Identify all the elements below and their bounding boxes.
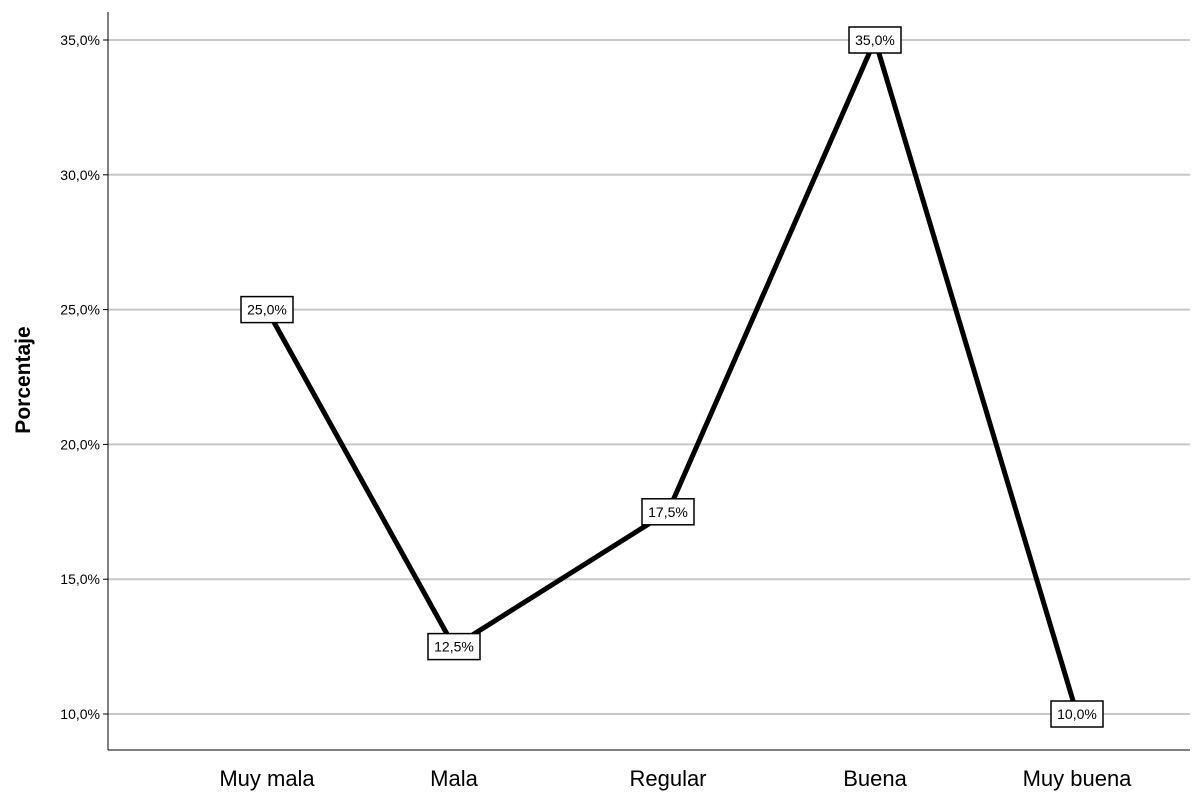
x-category-label: Regular	[629, 766, 706, 791]
data-label-text: 10,0%	[1057, 706, 1097, 722]
data-label: 35,0%	[848, 26, 902, 54]
data-label-text: 17,5%	[648, 504, 688, 520]
x-category-labels: Muy mala Mala Regular Buena Muy buena	[219, 766, 1132, 791]
axes	[107, 12, 1190, 751]
data-label-text: 25,0%	[247, 302, 287, 318]
data-label-box	[1050, 700, 1104, 728]
data-labels: 25,0% 12,5% 17,5% 35,0% 10,0%	[240, 26, 1104, 728]
data-label: 25,0%	[240, 295, 294, 324]
data-label-box	[427, 632, 481, 661]
data-label: 17,5%	[641, 498, 695, 526]
data-label: 12,5%	[427, 632, 481, 661]
y-tick-labels: 10,0% 15,0% 20,0% 25,0% 30,0% 35,0%	[60, 32, 108, 722]
y-tick-label: 35,0%	[60, 32, 100, 48]
data-label-box	[240, 295, 294, 324]
data-label-text: 12,5%	[434, 639, 474, 655]
y-tick-label: 20,0%	[60, 436, 100, 452]
x-category-label: Buena	[843, 766, 907, 791]
series-line	[264, 32, 1080, 715]
gridlines	[108, 39, 1190, 715]
data-label-box	[848, 26, 902, 54]
series	[264, 32, 1080, 715]
y-tick-label: 15,0%	[60, 571, 100, 587]
x-category-label: Muy buena	[1023, 766, 1133, 791]
y-tick-label: 30,0%	[60, 167, 100, 183]
x-category-label: Muy mala	[219, 766, 315, 791]
data-label-box	[641, 498, 695, 526]
x-category-label: Mala	[430, 766, 478, 791]
y-axis-title: Porcentaje	[12, 326, 35, 433]
data-label-text: 35,0%	[855, 32, 895, 48]
y-tick-label: 25,0%	[60, 302, 100, 318]
data-label: 10,0%	[1050, 700, 1104, 728]
y-tick-label: 10,0%	[60, 706, 100, 722]
